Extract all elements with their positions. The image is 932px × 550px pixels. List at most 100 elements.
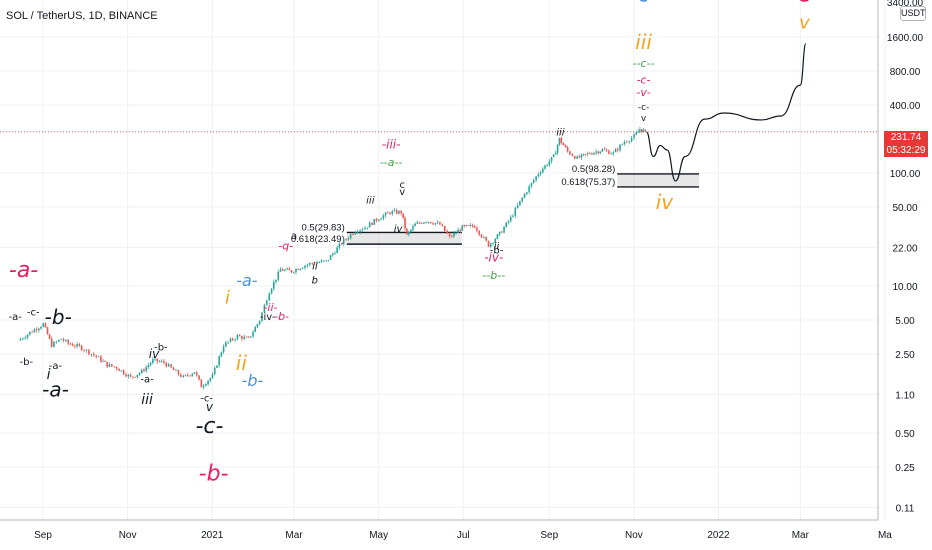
candle-body	[496, 234, 499, 239]
currency-unit-button[interactable]: USDT	[900, 6, 926, 21]
candle-body	[480, 234, 483, 238]
candle-body	[211, 374, 214, 379]
wave-label: -iv-	[260, 312, 276, 323]
candle-body	[284, 269, 286, 271]
fib-label: 0.5(98.28)	[572, 164, 615, 175]
candle-body	[108, 364, 111, 367]
wave-label: -a-	[49, 361, 63, 372]
y-tick-label: 0.11	[896, 503, 915, 514]
candle-body	[616, 149, 619, 151]
candle-body	[566, 147, 569, 152]
candle-body	[40, 326, 42, 329]
candle-body	[22, 338, 24, 340]
candle-body	[100, 356, 102, 362]
candle-body	[526, 192, 528, 194]
wave-label: iii	[141, 392, 153, 408]
y-tick-label: 1.10	[895, 390, 915, 401]
candle-body	[589, 153, 591, 155]
candle-body	[512, 215, 514, 217]
candle-body	[50, 338, 53, 347]
candle-body	[229, 338, 232, 342]
candle-body	[471, 224, 474, 227]
candle-body	[469, 224, 472, 226]
candle-body	[290, 270, 293, 273]
wave-label: -c-	[200, 394, 213, 405]
candle-body	[623, 141, 626, 145]
candle-body	[145, 367, 147, 372]
candle-body	[306, 264, 309, 266]
candle-body	[62, 339, 65, 341]
candle-body	[375, 218, 378, 221]
candle-body	[42, 323, 45, 327]
candle-body	[605, 149, 608, 151]
candle-body	[263, 304, 266, 313]
candle-body	[584, 153, 587, 155]
candle-body	[55, 341, 58, 343]
candle-body	[288, 268, 291, 271]
candle-body	[71, 344, 74, 346]
x-tick-label: Nov	[119, 530, 137, 541]
candle-body	[120, 370, 123, 372]
candle-body	[457, 229, 459, 233]
candle-body	[222, 346, 225, 353]
candle-body	[361, 229, 364, 231]
candle-body	[270, 288, 273, 294]
candle-body	[78, 344, 81, 346]
candle-body	[608, 150, 610, 154]
candle-body	[316, 262, 318, 264]
x-tick-label: Jul	[457, 530, 470, 541]
y-tick-label: 800.00	[890, 67, 921, 78]
x-tick-label: Sep	[34, 530, 52, 541]
candle-body	[281, 269, 284, 271]
candle-body	[318, 262, 321, 264]
y-tick-label: 400.00	[890, 101, 921, 112]
candle-body	[412, 226, 414, 230]
candle-body	[266, 300, 268, 305]
fib-label: 0.618(75.37)	[561, 177, 615, 188]
candle-body	[393, 210, 396, 212]
candle-body	[115, 366, 118, 369]
wave-label: -iii-	[382, 137, 401, 151]
candle-body	[138, 373, 141, 375]
candle-body	[76, 344, 78, 347]
candle-body	[46, 327, 49, 335]
candle-body	[234, 339, 236, 341]
y-tick-label: 0.25	[895, 463, 915, 474]
wave-label: a	[291, 231, 297, 242]
candle-body	[582, 153, 585, 155]
candle-body	[256, 324, 259, 328]
candle-body	[465, 225, 468, 226]
wave-label: iv	[149, 347, 160, 361]
candle-body	[44, 323, 47, 328]
candle-body	[473, 226, 476, 228]
candle-body	[418, 222, 421, 224]
wave-label: -c-	[637, 74, 651, 87]
wave-label: v	[641, 114, 647, 124]
candle-body	[329, 255, 332, 260]
candle-body	[200, 379, 203, 388]
candle-body	[218, 356, 220, 366]
candle-body	[644, 129, 647, 131]
candle-body	[569, 151, 571, 155]
candle-body	[156, 358, 159, 362]
candle-body	[368, 222, 371, 228]
candle-body	[359, 230, 361, 232]
candle-body	[243, 336, 245, 339]
wave-label: i	[47, 367, 51, 383]
candle-body	[586, 153, 589, 155]
candle-body	[147, 365, 150, 368]
candle-body	[143, 369, 145, 372]
candle-body	[193, 372, 196, 374]
candle-body	[463, 225, 466, 227]
candle-body	[630, 137, 633, 142]
candle-body	[387, 212, 389, 214]
candle-body	[275, 279, 277, 282]
candle-body	[149, 362, 152, 366]
candle-body	[485, 237, 487, 241]
wave-label: -a-	[9, 258, 38, 283]
candle-body	[539, 172, 542, 174]
candle-body	[537, 173, 540, 177]
candle-body	[420, 223, 423, 224]
candle-body	[140, 369, 143, 374]
